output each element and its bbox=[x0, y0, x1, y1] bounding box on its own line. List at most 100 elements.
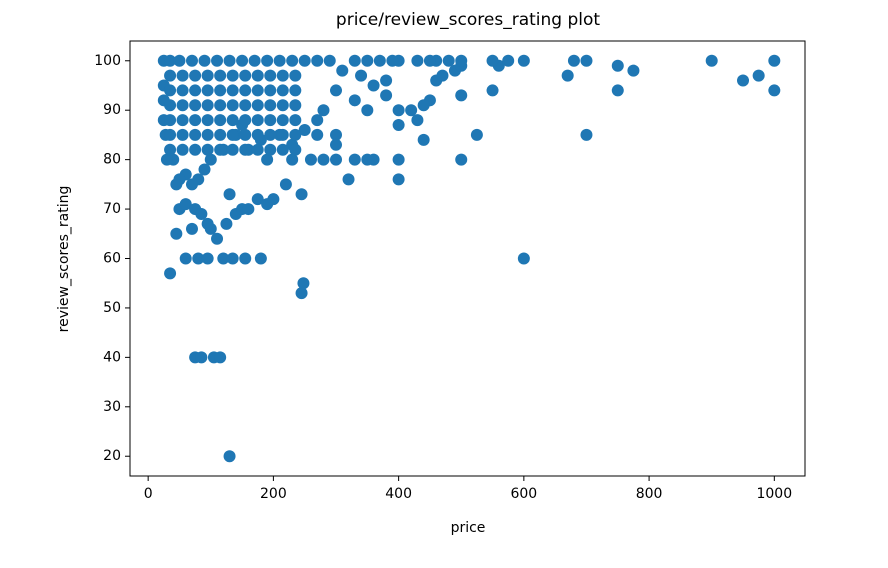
point bbox=[261, 54, 274, 67]
point bbox=[276, 99, 289, 112]
point bbox=[179, 252, 192, 265]
point bbox=[251, 84, 264, 97]
point bbox=[336, 64, 349, 77]
point bbox=[226, 143, 239, 156]
point bbox=[361, 54, 374, 67]
point bbox=[239, 143, 252, 156]
point bbox=[223, 54, 236, 67]
point bbox=[164, 114, 177, 127]
point bbox=[276, 84, 289, 97]
point bbox=[330, 128, 343, 141]
point bbox=[214, 128, 227, 141]
point bbox=[164, 99, 177, 112]
point bbox=[189, 114, 202, 127]
point bbox=[176, 114, 189, 127]
point bbox=[185, 178, 198, 191]
point bbox=[470, 128, 483, 141]
point bbox=[276, 69, 289, 82]
point bbox=[298, 123, 311, 136]
point bbox=[348, 54, 361, 67]
point bbox=[264, 69, 277, 82]
point bbox=[267, 193, 280, 206]
point bbox=[348, 153, 361, 166]
point bbox=[392, 173, 405, 186]
point bbox=[276, 143, 289, 156]
point bbox=[185, 222, 198, 235]
point bbox=[248, 54, 261, 67]
point bbox=[580, 54, 593, 67]
point bbox=[164, 143, 177, 156]
point bbox=[214, 84, 227, 97]
point bbox=[276, 114, 289, 127]
point bbox=[289, 114, 302, 127]
point bbox=[311, 128, 324, 141]
point bbox=[273, 54, 286, 67]
point bbox=[442, 54, 455, 67]
point bbox=[214, 351, 227, 364]
point bbox=[164, 54, 177, 67]
point bbox=[176, 69, 189, 82]
point bbox=[289, 69, 302, 82]
point bbox=[176, 84, 189, 97]
point bbox=[768, 84, 781, 97]
point bbox=[189, 99, 202, 112]
point bbox=[423, 54, 436, 67]
point bbox=[411, 54, 424, 67]
point bbox=[261, 153, 274, 166]
point bbox=[189, 69, 202, 82]
point bbox=[264, 99, 277, 112]
point bbox=[179, 198, 192, 211]
point bbox=[348, 94, 361, 107]
point bbox=[392, 104, 405, 117]
point bbox=[226, 99, 239, 112]
point bbox=[264, 128, 277, 141]
point bbox=[386, 54, 399, 67]
point bbox=[239, 128, 252, 141]
point bbox=[417, 99, 430, 112]
point bbox=[355, 69, 368, 82]
point bbox=[204, 222, 217, 235]
point bbox=[254, 252, 267, 265]
point bbox=[436, 69, 449, 82]
point bbox=[342, 173, 355, 186]
point bbox=[330, 138, 343, 151]
point bbox=[323, 54, 336, 67]
y-tick-label: 80 bbox=[103, 152, 121, 168]
point bbox=[160, 153, 173, 166]
point bbox=[279, 178, 292, 191]
point bbox=[455, 153, 468, 166]
point bbox=[264, 114, 277, 127]
point bbox=[226, 128, 239, 141]
point bbox=[298, 54, 311, 67]
point bbox=[289, 128, 302, 141]
point bbox=[201, 69, 214, 82]
point bbox=[214, 69, 227, 82]
point bbox=[214, 99, 227, 112]
point bbox=[611, 84, 624, 97]
point bbox=[201, 128, 214, 141]
point bbox=[201, 114, 214, 127]
point bbox=[289, 99, 302, 112]
point bbox=[217, 252, 230, 265]
point bbox=[611, 59, 624, 72]
y-axis-label: review_scores_rating bbox=[56, 186, 72, 333]
point bbox=[317, 153, 330, 166]
point bbox=[705, 54, 718, 67]
x-tick-label: 1000 bbox=[756, 486, 792, 502]
point bbox=[201, 143, 214, 156]
point bbox=[170, 178, 183, 191]
point bbox=[214, 114, 227, 127]
point bbox=[251, 114, 264, 127]
point bbox=[226, 69, 239, 82]
point bbox=[295, 188, 308, 201]
point bbox=[239, 84, 252, 97]
point bbox=[311, 114, 324, 127]
point bbox=[226, 114, 239, 127]
point bbox=[164, 128, 177, 141]
point bbox=[192, 252, 205, 265]
x-axis-label: price bbox=[451, 520, 486, 536]
point bbox=[289, 84, 302, 97]
point bbox=[367, 79, 380, 92]
